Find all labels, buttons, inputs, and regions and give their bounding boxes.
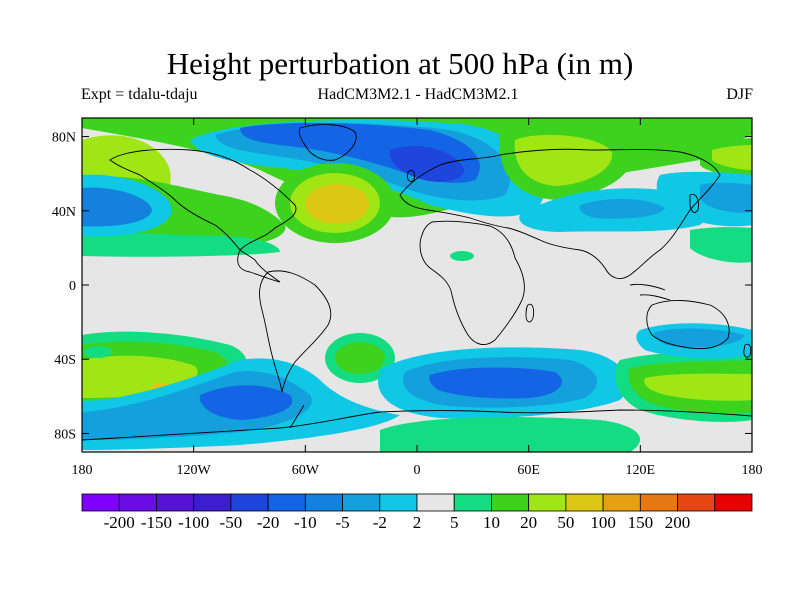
colorbar-label: -150 bbox=[141, 513, 172, 532]
experiment-label: Expt = tdalu-tdaju bbox=[81, 86, 198, 103]
coast-new-zealand bbox=[743, 343, 752, 358]
field-s-atlantic-green bbox=[335, 342, 385, 374]
colorbar-swatch bbox=[416, 493, 455, 512]
colorbar-label: 20 bbox=[520, 513, 537, 532]
colorbar-label: -2 bbox=[373, 513, 387, 532]
lon-tick-label: 180 bbox=[72, 463, 93, 478]
colorbar-label: 50 bbox=[557, 513, 574, 532]
coast-greenland bbox=[298, 124, 357, 161]
lon-tick-label: 180 bbox=[742, 463, 763, 478]
colorbar-swatch bbox=[491, 493, 530, 512]
colorbar-label: -200 bbox=[104, 513, 135, 532]
lon-tick-label: 60W bbox=[292, 463, 320, 478]
colorbar-label: -20 bbox=[257, 513, 280, 532]
field-siberia-high-yellow bbox=[514, 134, 613, 186]
field-europe-low-core bbox=[389, 146, 465, 182]
colorbar-swatch bbox=[602, 493, 641, 512]
lat-tick-label: 80S bbox=[54, 427, 76, 442]
colorbar-swatch bbox=[677, 493, 716, 512]
colorbar-swatch bbox=[714, 493, 753, 512]
field-atlantic-high-core bbox=[305, 184, 369, 224]
coast-japan bbox=[689, 193, 699, 213]
season-label: DJF bbox=[726, 86, 753, 103]
field-se-pacific-low-core bbox=[199, 385, 293, 420]
colorbar-swatch bbox=[565, 493, 604, 512]
lon-tick-label: 120W bbox=[177, 463, 212, 478]
coast-australia bbox=[646, 300, 730, 350]
coast-south-america bbox=[259, 270, 332, 393]
chart-title: Height perturbation at 500 hPa (in m) bbox=[166, 46, 634, 81]
lat-tick-label: 80N bbox=[52, 131, 76, 146]
lat-tick-label: 0 bbox=[69, 279, 76, 294]
field-nw-pacific-yellow bbox=[712, 145, 752, 170]
colorbar-swatch bbox=[304, 493, 343, 512]
lat-tick-label: 40S bbox=[54, 353, 76, 368]
colorbar-swatch bbox=[156, 493, 195, 512]
field-asia-low-core bbox=[579, 198, 665, 219]
field-antarctic-green bbox=[380, 417, 640, 452]
colorbar-swatch bbox=[81, 493, 120, 512]
field-tropical-green bbox=[450, 251, 474, 261]
colorbar-label: -10 bbox=[294, 513, 317, 532]
field-ne-pacific-lightgreen bbox=[82, 230, 280, 257]
coast-uk bbox=[407, 169, 415, 183]
coast-madagascar bbox=[525, 303, 535, 323]
colorbar-label: 10 bbox=[483, 513, 500, 532]
colorbar-swatch bbox=[528, 493, 567, 512]
field-pacific-low bbox=[82, 187, 152, 227]
field-s-ocean-high-yellow bbox=[644, 373, 752, 401]
colorbar-swatch bbox=[230, 493, 269, 512]
coast-antarctica bbox=[82, 409, 752, 441]
coast-eurasia bbox=[399, 148, 721, 279]
field-sh-small-cyan bbox=[84, 346, 112, 358]
colorbar-swatch bbox=[118, 493, 157, 512]
colorbar-label: 5 bbox=[450, 513, 459, 532]
coast-africa bbox=[419, 220, 525, 346]
lon-tick-label: 60E bbox=[517, 463, 540, 478]
colorbar-swatch bbox=[267, 493, 306, 512]
model-label: HadCM3M2.1 - HadCM3M2.1 bbox=[317, 86, 519, 103]
coast-indonesia bbox=[629, 283, 671, 301]
axis-ticks: 80N 40N 0 40S 80S 180 120W 60W 0 60E 120E 180 bbox=[52, 118, 763, 478]
lon-tick-label: 0 bbox=[414, 463, 421, 478]
lon-tick-label: 120E bbox=[626, 463, 656, 478]
perturbation-field bbox=[82, 118, 752, 452]
colorbar-label: 150 bbox=[628, 513, 654, 532]
coast-north-america bbox=[109, 148, 297, 283]
colorbar-label: -50 bbox=[220, 513, 243, 532]
colorbar-swatch bbox=[342, 493, 381, 512]
colorbar-swatch bbox=[379, 493, 418, 512]
field-nw-pacific-low bbox=[700, 182, 752, 213]
colorbar-label: 200 bbox=[665, 513, 691, 532]
colorbar-swatch bbox=[639, 493, 678, 512]
colorbar-label: 2 bbox=[413, 513, 422, 532]
colorbar-label: -5 bbox=[335, 513, 349, 532]
colorbar-swatch bbox=[453, 493, 492, 512]
colorbar-label: -100 bbox=[178, 513, 209, 532]
field-nw-pacific-green2 bbox=[690, 227, 752, 263]
lat-tick-label: 40N bbox=[52, 205, 76, 220]
field-s-indian-low-core bbox=[429, 367, 562, 399]
colorbar-label: 100 bbox=[590, 513, 616, 532]
colorbar-swatch bbox=[193, 493, 232, 512]
colorbar: -200 -150 -100 -50 -20 -10 -5 -2 2 5 10 20 50 100 150 2… bbox=[81, 493, 753, 532]
coastlines bbox=[82, 124, 752, 441]
coast-antarctic-peninsula bbox=[289, 404, 305, 429]
